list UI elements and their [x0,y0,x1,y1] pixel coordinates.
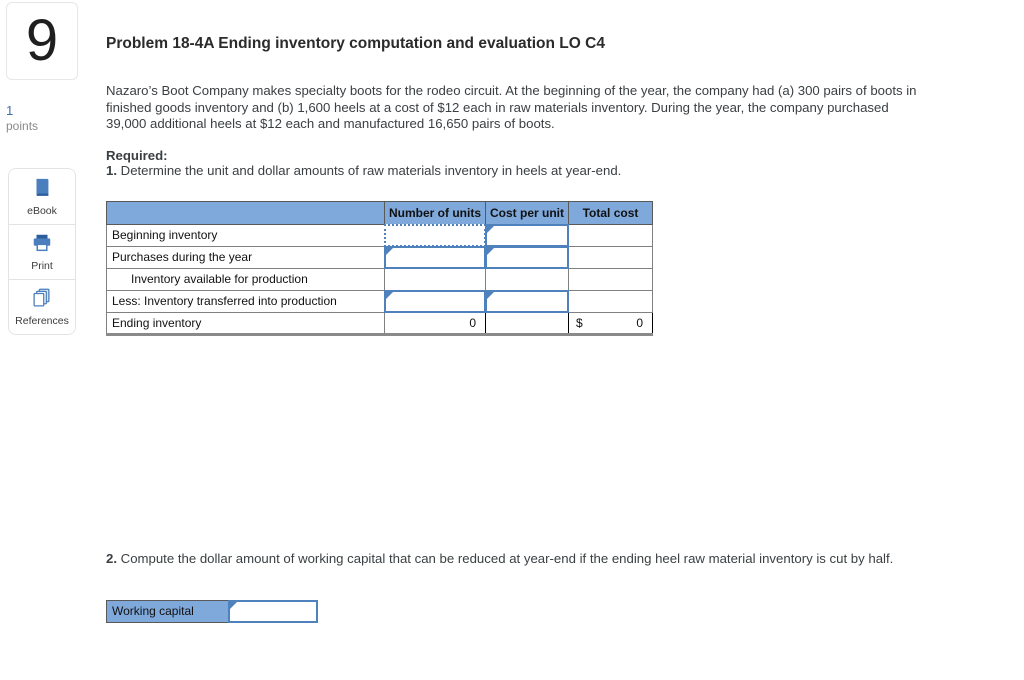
purchases-cost-cell[interactable] [485,245,569,269]
cell-flag-icon [487,225,494,233]
table-header-row: Number of units Cost per unit Total cost [106,200,653,225]
working-capital-table: Working capital [106,599,318,623]
header-number-of-units: Number of units [384,200,486,225]
references-button[interactable]: References [9,279,75,334]
question-number-box: 9 [6,2,78,80]
inventory-table: Number of units Cost per unit Total cost… [106,200,653,336]
table-row: Beginning inventory [106,223,653,247]
working-capital-input-cell[interactable] [228,599,318,623]
available-units-cell [384,267,486,291]
printer-icon [31,232,53,257]
purchases-total-cell [568,245,653,269]
required-label: Required: [106,147,168,163]
ebook-label: eBook [27,204,57,217]
available-cost-cell [485,267,569,291]
ending-inventory-total-cell: $ 0 [568,311,653,335]
ending-inventory-total-value: 0 [636,315,643,330]
references-label: References [15,315,69,327]
ebook-button[interactable]: eBook [9,169,75,224]
cell-flag-icon [487,291,494,299]
requirement-2: 2. Compute the dollar amount of working … [106,551,930,567]
header-blank [106,200,385,225]
row-label-inventory-available: Inventory available for production [106,267,385,291]
ending-inventory-units-value: 0 [384,311,486,335]
transferred-cost-cell[interactable] [485,289,569,313]
book-icon [31,177,53,202]
currency-symbol: $ [576,315,583,330]
requirement-1: 1. Determine the unit and dollar amounts… [106,163,936,179]
purchases-units-cell[interactable] [384,245,486,269]
row-label-less-transferred: Less: Inventory transferred into product… [106,289,385,313]
row-label-ending-inventory: Ending inventory [106,311,385,335]
transferred-units-cell[interactable] [384,289,486,313]
points-value: 1 [6,103,14,118]
working-capital-label: Working capital [106,599,229,623]
question-content: Problem 18-4A Ending inventory computati… [106,0,936,623]
problem-description: Nazaro’s Boot Company makes specialty bo… [106,83,917,131]
cell-flag-icon [487,247,494,255]
ending-inventory-cost-cell [485,311,569,335]
header-total-cost: Total cost [568,200,653,225]
table-row: Purchases during the year [106,245,653,269]
points-indicator: 1 points [6,103,38,134]
row-label-beginning-inventory: Beginning inventory [106,223,385,247]
table-row: Ending inventory 0 $ 0 [106,311,653,335]
requirement-2-number: 2. [106,550,117,566]
header-cost-per-unit: Cost per unit [485,200,569,225]
available-total-cell [568,267,653,291]
print-label: Print [31,260,53,272]
cell-flag-icon [230,601,237,609]
references-icon [31,287,53,312]
table-row: Less: Inventory transferred into product… [106,289,653,313]
cell-flag-icon [386,247,393,255]
requirement-1-number: 1. [106,162,117,178]
beginning-inventory-units-cell[interactable] [384,223,486,247]
print-button[interactable]: Print [9,224,75,279]
resource-toolbar: eBook Print References [8,168,76,335]
requirement-2-text: Compute the dollar amount of working cap… [117,550,894,566]
beginning-inventory-cost-cell[interactable] [485,223,569,247]
row-label-purchases: Purchases during the year [106,245,385,269]
transferred-total-cell [568,289,653,313]
table-row: Inventory available for production [106,267,653,291]
beginning-inventory-total-cell [568,223,653,247]
requirement-1-text: Determine the unit and dollar amounts of… [117,162,622,178]
question-number: 9 [25,8,59,73]
cell-flag-icon [386,291,393,299]
problem-title: Problem 18-4A Ending inventory computati… [106,35,605,52]
points-label: points [6,119,39,133]
